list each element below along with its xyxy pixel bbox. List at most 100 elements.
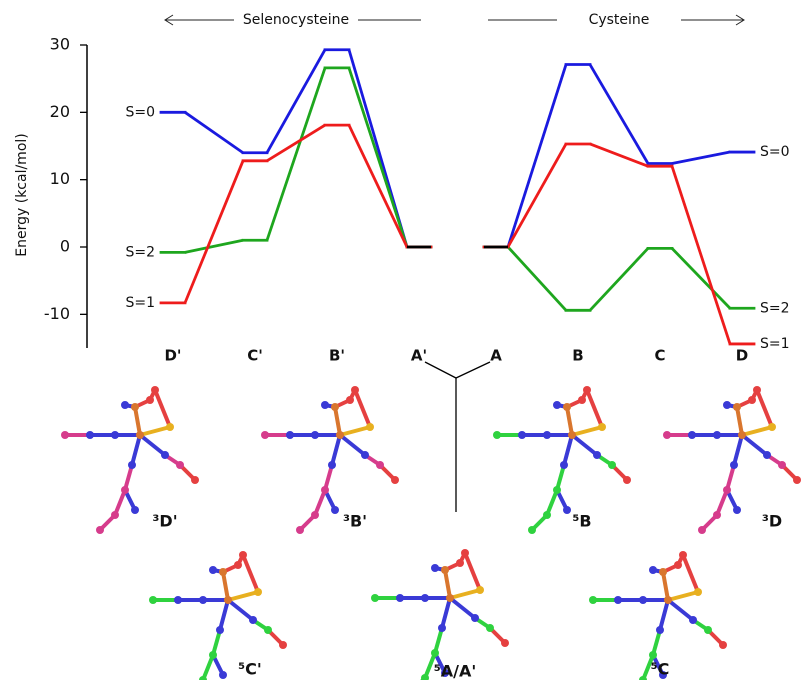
atom [689,616,697,624]
atom [361,451,369,459]
atom [111,431,119,439]
bond [355,390,370,427]
transition [185,240,243,252]
atom [688,431,696,439]
atom [713,431,721,439]
atom [111,511,119,519]
bond [332,435,340,465]
atom [778,461,786,469]
atom [663,431,671,439]
group-label: Selenocysteine [243,12,349,28]
atom [753,386,761,394]
atom [664,596,672,604]
bond [572,435,597,455]
atom [438,624,446,632]
x-tick-label: A [490,347,502,365]
atom [166,423,174,431]
bond [567,407,572,435]
transition [267,50,325,153]
atom [493,431,501,439]
atom [146,396,154,404]
transition [672,152,730,163]
atom [563,403,571,411]
y-tick-label: 20 [50,102,70,121]
x-tick-label: B' [329,347,345,365]
bond [450,598,475,618]
bond [228,592,258,600]
bond [155,390,170,427]
connector [425,362,490,512]
structure-label: ⁵B [572,512,591,531]
atom [224,596,232,604]
atom [239,551,247,559]
atom [713,511,721,519]
atom [209,651,217,659]
transition [185,161,243,303]
atom [733,403,741,411]
series-label: S=2 [760,300,790,316]
atom [528,526,536,534]
atom [738,431,746,439]
structure-label: ³D [762,512,782,531]
atom [376,461,384,469]
atom [161,451,169,459]
atom [431,649,439,657]
atom [730,461,738,469]
atom [659,568,667,576]
atom [518,431,526,439]
atom [279,641,287,649]
atom [553,401,561,409]
bond [572,427,602,435]
bond [220,600,228,630]
atom [121,401,129,409]
y-tick-label: -10 [44,304,70,323]
atom [578,396,586,404]
bond [335,407,340,435]
structure-label: ⁵C [651,660,670,679]
bond [243,555,258,592]
structure-label: ³D' [152,512,177,531]
atom [623,476,631,484]
bond [135,407,140,435]
atom [543,431,551,439]
atom [733,506,741,514]
atom [174,596,182,604]
atom [149,596,157,604]
y-tick-label: 10 [50,169,70,188]
atom [128,461,136,469]
atom [719,641,727,649]
structure-label: ⁵A/A' [434,662,477,681]
atom [219,671,227,679]
y-axis-label: Energy (kcal/mol) [14,133,30,256]
atom [321,486,329,494]
atom [216,626,224,634]
atom [723,486,731,494]
atom [704,626,712,634]
atom [421,594,429,602]
atom [264,626,272,634]
bond [742,427,772,435]
bond [734,435,742,465]
transition [349,68,407,247]
atom [321,401,329,409]
x-tick-label: C [654,347,665,365]
transition [508,65,566,247]
structure-label: ⁵C' [238,660,262,679]
bond [140,427,170,435]
bond [663,572,668,600]
atom [598,423,606,431]
bond [587,390,602,427]
atom [261,431,269,439]
atom [486,624,494,632]
bond [668,600,693,620]
structure [493,386,631,534]
atom [639,596,647,604]
transition [672,166,730,344]
atom [723,401,731,409]
atom [191,476,199,484]
x-tick-label: D' [164,347,181,365]
atom [351,386,359,394]
atom [331,403,339,411]
bond [564,435,572,465]
bond [315,490,325,515]
